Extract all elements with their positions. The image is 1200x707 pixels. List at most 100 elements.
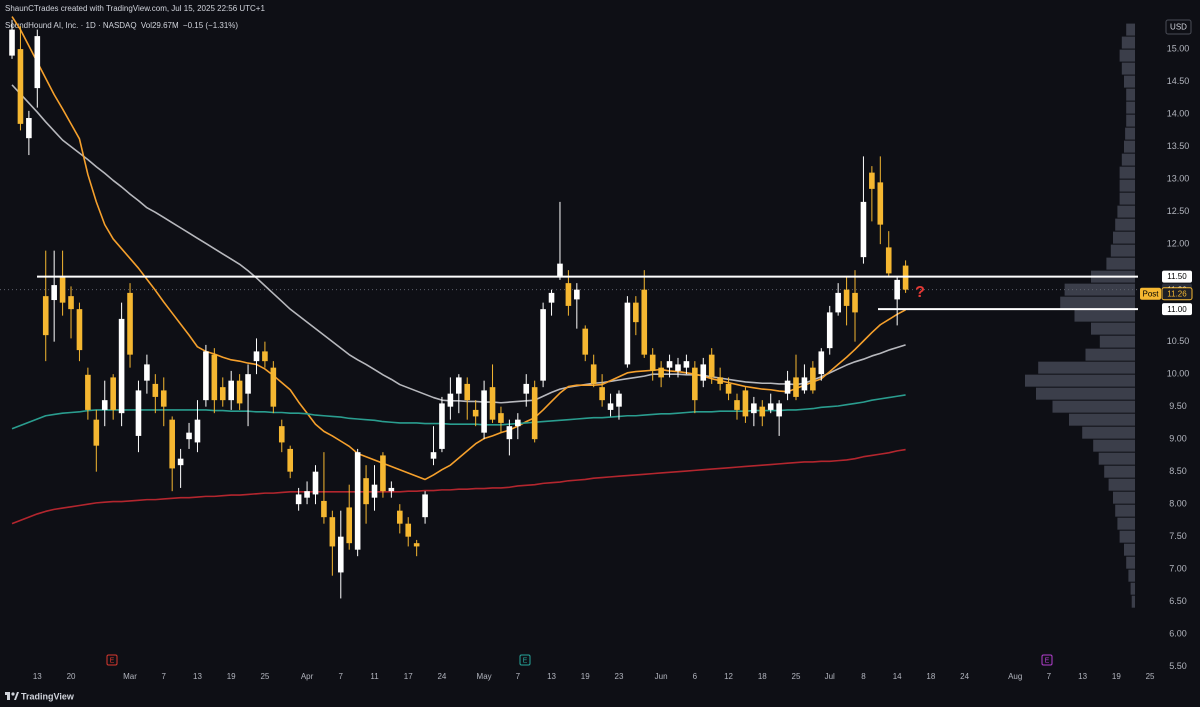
candle-body <box>481 390 487 433</box>
candle-body <box>270 367 277 407</box>
candle-body <box>152 383 159 397</box>
volume-profile-bar <box>1125 127 1135 140</box>
candle-body <box>135 390 142 436</box>
volume-profile-bar <box>1126 88 1135 101</box>
y-tick-label: 10.50 <box>1167 336 1190 346</box>
candle-body <box>548 292 555 303</box>
candle-body <box>194 419 201 443</box>
candle-body <box>34 36 41 89</box>
candle-body <box>540 309 546 381</box>
candle-body <box>396 510 403 524</box>
candle-body <box>472 409 479 417</box>
volume-profile-bar <box>1126 114 1135 127</box>
candle-body <box>877 182 884 225</box>
x-tick-label: 6 <box>693 672 698 681</box>
candle-body <box>574 289 580 300</box>
volume-profile-bar <box>1108 478 1135 491</box>
x-tick-label: 24 <box>437 672 446 681</box>
moving-average-line <box>11 16 906 481</box>
candle-body <box>590 364 597 384</box>
candle-body <box>9 29 15 56</box>
candle-body <box>68 296 74 310</box>
candle-body <box>607 403 614 410</box>
y-tick-label: 10.00 <box>1167 369 1190 379</box>
candle-body <box>228 380 234 401</box>
post-tag: Post <box>1142 289 1159 298</box>
candle-body <box>489 387 496 420</box>
y-tick-label: 7.00 <box>1169 564 1187 574</box>
candle-body <box>818 351 825 375</box>
candle-body <box>304 491 310 498</box>
candle-body <box>742 390 749 417</box>
earnings-marker <box>106 654 118 666</box>
x-tick-label: Jun <box>655 672 668 681</box>
candle-body <box>658 367 664 378</box>
brand: TradingView <box>21 691 75 701</box>
x-tick-label: 23 <box>615 672 624 681</box>
change: −0.15 (−1.31%) <box>183 21 238 30</box>
volume-profile-bar <box>1128 569 1135 582</box>
candle-body <box>312 471 319 495</box>
x-tick-label: 7 <box>162 672 167 681</box>
candle-body <box>93 419 100 446</box>
candle-body <box>439 403 445 449</box>
candle-body <box>894 279 900 300</box>
x-tick-label: 13 <box>547 672 556 681</box>
candle-body <box>843 289 850 306</box>
credit: ShaunCTrades created with TradingView.co… <box>5 4 265 13</box>
x-tick-label: 19 <box>1112 672 1121 681</box>
brand-logo <box>5 692 19 700</box>
candle-body <box>582 328 589 355</box>
candle-body <box>245 374 251 394</box>
volume-profile-bar <box>1113 231 1135 244</box>
volume-profile-bar <box>1098 452 1135 465</box>
volume-label: Vol <box>141 21 152 30</box>
volume-profile-bar <box>1060 296 1135 309</box>
volume-profile-bar <box>1091 322 1135 335</box>
candle-body <box>101 400 108 410</box>
candle-body <box>498 413 504 423</box>
candle-body <box>405 523 412 537</box>
candle-body <box>371 484 378 498</box>
volume-profile-bar <box>1124 75 1135 88</box>
candle-body <box>633 302 639 323</box>
candle-body <box>211 354 218 401</box>
x-tick-label: Apr <box>301 672 314 681</box>
candle-body <box>641 289 648 355</box>
y-tick-label: 9.50 <box>1169 401 1187 411</box>
candle-body <box>734 400 740 410</box>
x-tick-label: Aug <box>1008 672 1022 681</box>
logo-slash <box>14 692 19 700</box>
candle-body <box>447 393 454 407</box>
candle-body <box>160 390 167 407</box>
candle-body <box>110 377 116 410</box>
candle-body <box>835 292 841 313</box>
x-tick-label: 7 <box>516 672 521 681</box>
volume-value: 29.67M <box>152 21 179 30</box>
moving-average-line <box>11 394 906 430</box>
candle-body <box>666 361 673 368</box>
volume-profile-bar <box>1093 439 1135 452</box>
candle-body <box>776 403 782 417</box>
candle-body <box>346 507 353 544</box>
volume-profile-bar <box>1036 387 1135 400</box>
candle-body <box>321 500 327 518</box>
y-tick-label: 9.00 <box>1169 434 1187 444</box>
x-tick-label: 13 <box>193 672 202 681</box>
x-tick-label: 19 <box>581 672 590 681</box>
volume-profile-bar <box>1119 166 1135 179</box>
candle-body <box>869 172 875 189</box>
hline-box <box>1162 270 1192 283</box>
post-price-box <box>1161 287 1193 301</box>
candle-body <box>649 354 656 371</box>
volume-profile-bar <box>1119 530 1135 543</box>
y-tick-label: 12.00 <box>1167 239 1190 249</box>
earnings-marker <box>519 654 531 666</box>
y-tick-label: 13.00 <box>1167 174 1190 184</box>
candle-body <box>751 403 757 414</box>
candle-body <box>329 517 336 547</box>
x-tick-label: 20 <box>67 672 76 681</box>
candle-body <box>565 283 572 306</box>
x-tick-label: 25 <box>260 672 269 681</box>
